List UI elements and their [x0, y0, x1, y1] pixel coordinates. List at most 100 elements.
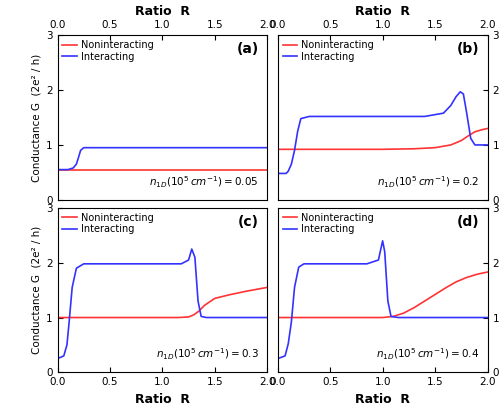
Interacting: [195, 299, 201, 304]
Interacting: [292, 285, 298, 290]
Interacting: [192, 255, 198, 260]
Interacting: [382, 249, 388, 254]
Interacting: [380, 238, 386, 243]
Noninteracting: [390, 314, 396, 319]
Noninteracting: [274, 315, 280, 320]
Text: (a): (a): [236, 42, 259, 56]
Noninteracting: [380, 315, 386, 320]
Interacting: [204, 315, 210, 320]
Line: Interacting: Interacting: [278, 241, 488, 359]
Noninteracting: [422, 299, 428, 304]
Interacting: [484, 315, 490, 320]
Text: (c): (c): [238, 215, 259, 228]
Interacting: [107, 145, 113, 150]
Interacting: [385, 299, 391, 304]
Interacting: [76, 155, 82, 160]
Interacting: [264, 315, 270, 320]
Y-axis label: Conductance G  (2e² / h): Conductance G (2e² / h): [32, 226, 42, 354]
Interacting: [306, 114, 312, 119]
Interacting: [327, 261, 333, 266]
Noninteracting: [453, 280, 459, 285]
Noninteracting: [202, 303, 207, 308]
Interacting: [358, 114, 364, 119]
Noninteracting: [107, 167, 113, 172]
Noninteracting: [448, 142, 454, 147]
Interacting: [460, 92, 466, 97]
Interacting: [376, 258, 382, 262]
Noninteracting: [480, 127, 486, 132]
Noninteracting: [80, 167, 86, 172]
Y-axis label: Conductance G  (2e² / h): Conductance G (2e² / h): [32, 53, 42, 182]
Interacting: [288, 319, 294, 324]
Noninteracting: [54, 315, 60, 320]
Legend: Noninteracting, Interacting: Noninteracting, Interacting: [60, 211, 156, 236]
Interacting: [188, 247, 194, 252]
Noninteracting: [54, 167, 60, 172]
Interacting: [296, 265, 302, 270]
Noninteracting: [212, 167, 218, 172]
Noninteracting: [107, 315, 113, 320]
Interacting: [61, 353, 67, 358]
Noninteracting: [274, 147, 280, 152]
Interacting: [453, 94, 459, 99]
Interacting: [464, 109, 469, 114]
Interacting: [54, 167, 60, 172]
Text: $n_{1D}(10^5\,cm^{-1})=0.4$: $n_{1D}(10^5\,cm^{-1})=0.4$: [376, 347, 479, 362]
Noninteracting: [76, 167, 82, 172]
Interacting: [285, 342, 291, 347]
Noninteracting: [474, 272, 480, 277]
Interacting: [274, 356, 280, 361]
Noninteracting: [285, 147, 291, 152]
Interacting: [406, 315, 412, 320]
Interacting: [468, 136, 473, 141]
Interacting: [484, 142, 490, 147]
Interacting: [74, 266, 80, 271]
Line: Noninteracting: Noninteracting: [58, 287, 268, 317]
Text: $n_{1D}(10^5\,cm^{-1})=0.05$: $n_{1D}(10^5\,cm^{-1})=0.05$: [150, 174, 259, 190]
Interacting: [274, 171, 280, 176]
Interacting: [160, 145, 166, 150]
Noninteracting: [70, 167, 76, 172]
Line: Noninteracting: Noninteracting: [278, 272, 488, 317]
Text: $n_{1D}(10^5\,cm^{-1})=0.3$: $n_{1D}(10^5\,cm^{-1})=0.3$: [156, 347, 259, 362]
Interacting: [396, 315, 402, 320]
Interacting: [198, 314, 204, 319]
Noninteracting: [464, 275, 469, 280]
Noninteracting: [60, 167, 66, 172]
Interacting: [283, 171, 289, 176]
Noninteracting: [160, 167, 166, 172]
Noninteracting: [196, 308, 202, 313]
X-axis label: Ratio  R: Ratio R: [135, 393, 190, 406]
Noninteracting: [65, 315, 71, 320]
Interacting: [282, 353, 288, 358]
Interacting: [264, 145, 270, 150]
Legend: Noninteracting, Interacting: Noninteracting, Interacting: [280, 211, 376, 236]
Interacting: [86, 145, 92, 150]
Interacting: [80, 145, 86, 150]
Noninteracting: [186, 314, 192, 319]
Noninteracting: [472, 129, 478, 134]
Noninteracting: [228, 292, 234, 297]
Noninteracting: [369, 315, 375, 320]
Interacting: [212, 315, 218, 320]
Noninteracting: [212, 296, 218, 301]
Interacting: [477, 142, 483, 147]
Noninteracting: [327, 315, 333, 320]
Noninteracting: [175, 315, 181, 320]
Interacting: [80, 261, 86, 266]
Line: Interacting: Interacting: [58, 249, 268, 359]
Interacting: [212, 145, 218, 150]
Noninteracting: [411, 305, 417, 310]
Interacting: [440, 111, 446, 116]
Interacting: [422, 114, 428, 119]
Interacting: [54, 356, 60, 361]
Noninteracting: [432, 292, 438, 297]
Interacting: [292, 148, 298, 153]
Noninteracting: [432, 145, 438, 150]
Interacting: [472, 142, 478, 147]
Noninteracting: [160, 315, 166, 320]
Noninteracting: [411, 146, 417, 151]
Interacting: [69, 285, 75, 290]
Interacting: [448, 103, 454, 108]
Line: Noninteracting: Noninteracting: [278, 129, 488, 149]
